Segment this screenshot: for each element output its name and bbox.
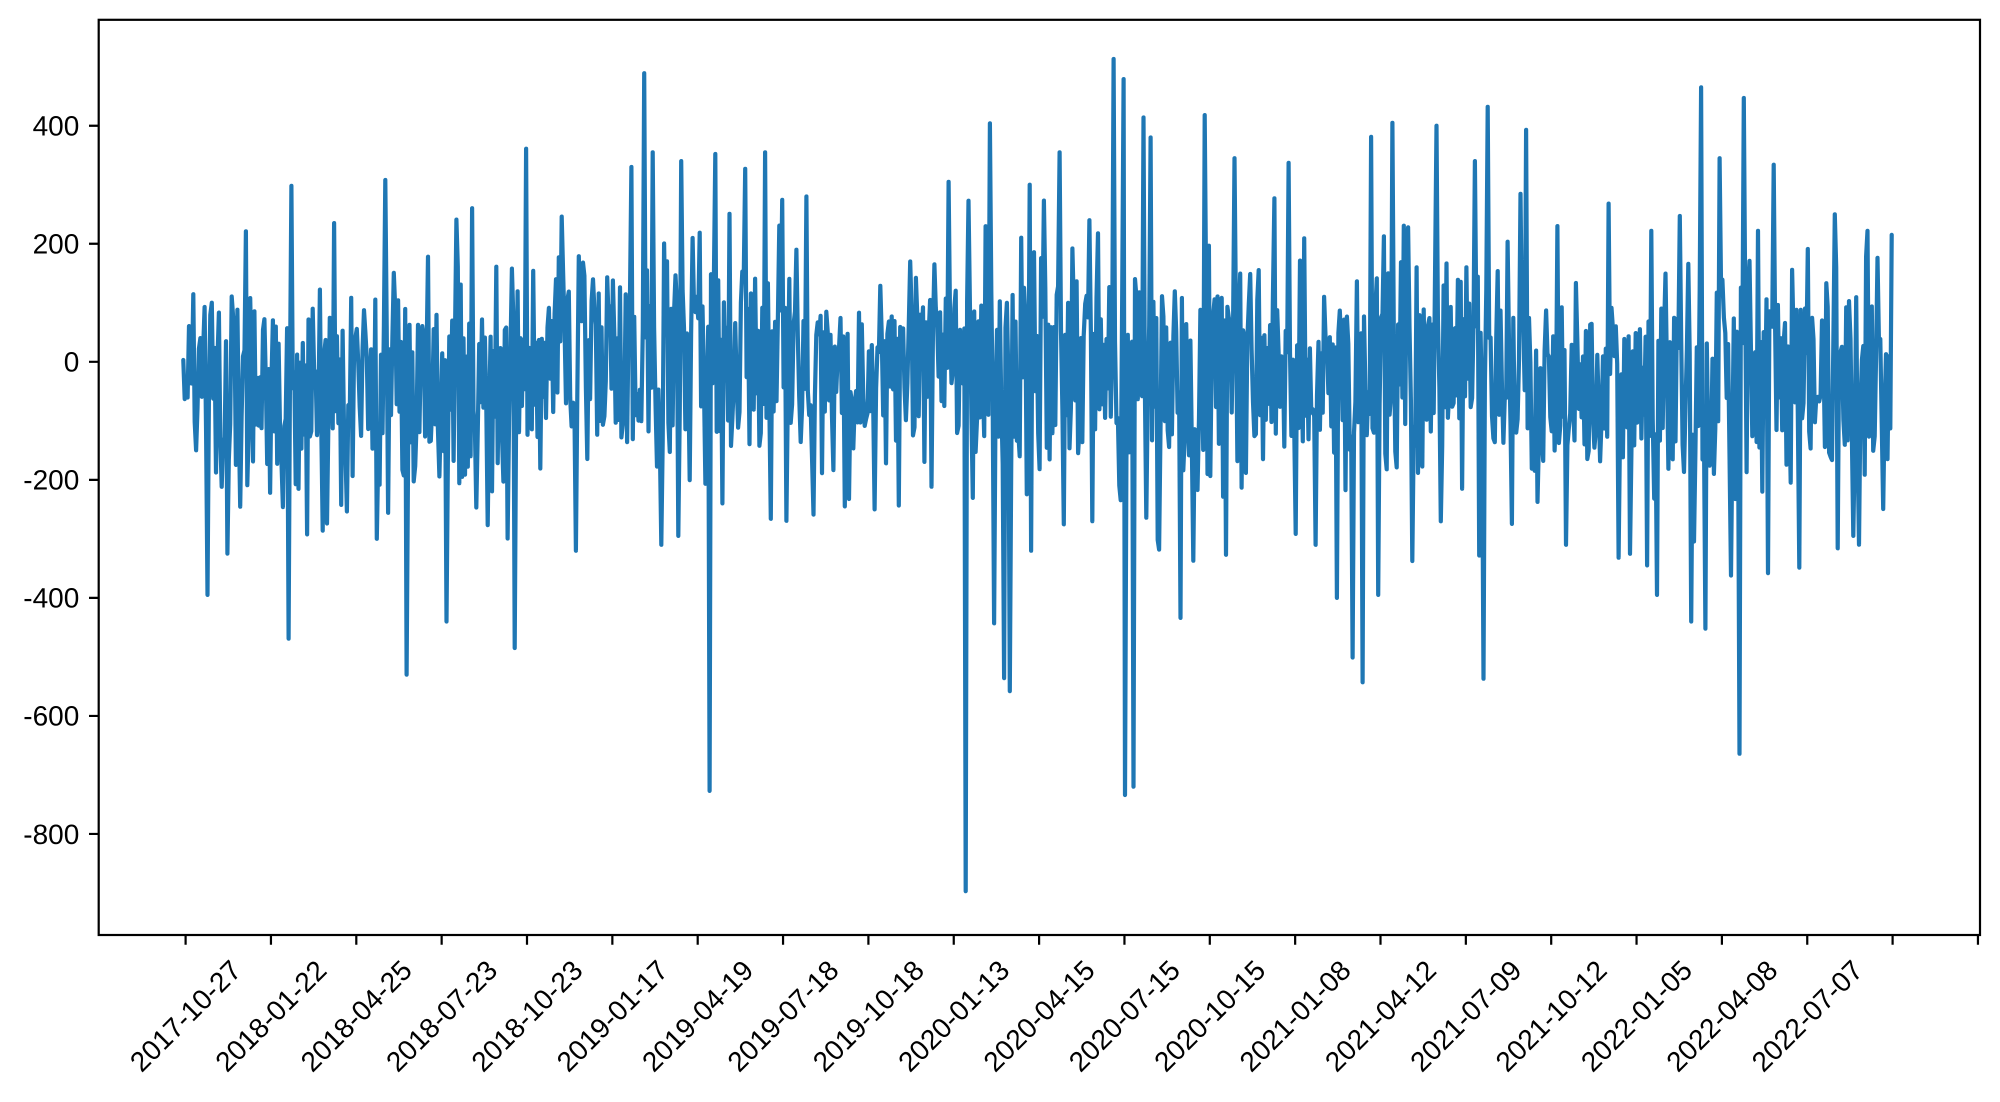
svg-text:-200: -200 — [23, 465, 79, 496]
svg-text:200: 200 — [33, 229, 80, 260]
svg-text:-600: -600 — [23, 701, 79, 732]
svg-text:-800: -800 — [23, 819, 79, 850]
svg-text:0: 0 — [64, 347, 80, 378]
svg-text:-400: -400 — [23, 583, 79, 614]
svg-text:400: 400 — [33, 111, 80, 142]
